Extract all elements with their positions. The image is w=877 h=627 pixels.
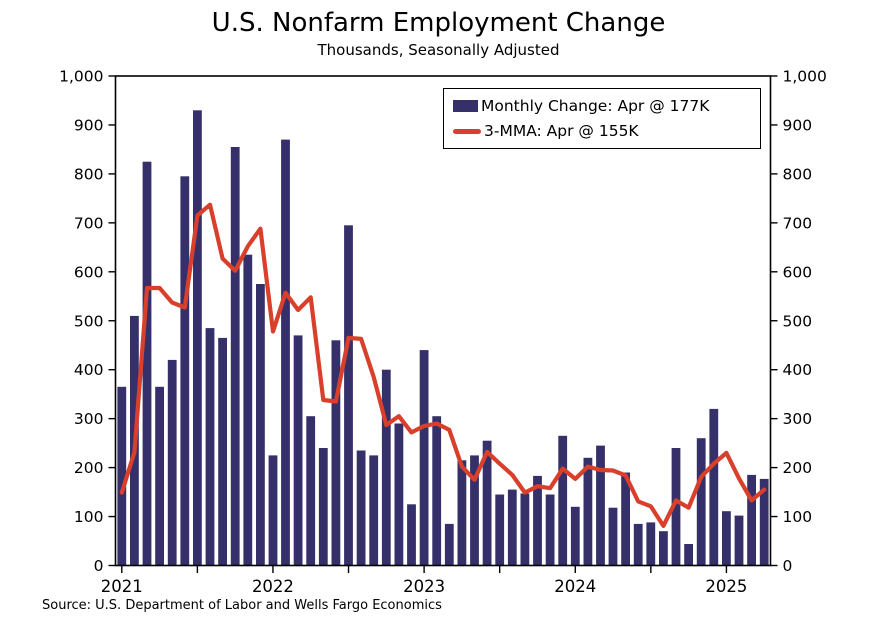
bar-may-2022 xyxy=(318,448,328,566)
bar-sep-2022 xyxy=(369,455,379,566)
bar-feb-2025 xyxy=(734,515,744,566)
bar-apr-2023 xyxy=(457,460,467,566)
bar-apr-2024 xyxy=(608,507,618,566)
y-axis-label-right: 600 xyxy=(783,263,813,281)
y-axis-label-right: 100 xyxy=(783,508,813,526)
bar-nov-2021 xyxy=(243,254,253,566)
bar-oct-2024 xyxy=(684,544,693,566)
bar-dec-2021 xyxy=(256,284,265,566)
y-axis-label-right: 800 xyxy=(783,165,813,183)
chart-subtitle: Thousands, Seasonally Adjusted xyxy=(317,41,560,59)
y-axis-label-right: 300 xyxy=(783,410,813,428)
y-axis-label-left: 100 xyxy=(74,508,104,526)
bar-jan-2023 xyxy=(419,350,429,566)
bar-feb-2022 xyxy=(281,139,290,566)
bar-mar-2021 xyxy=(142,161,152,566)
trend-line-3mma xyxy=(119,202,767,529)
y-axis-label-left: 800 xyxy=(74,165,104,183)
y-axis-label-left: 500 xyxy=(74,312,104,330)
y-axis-label-left: 400 xyxy=(74,361,104,379)
bar-aug-2022 xyxy=(356,450,366,566)
bar-dec-2023 xyxy=(558,435,568,566)
y-axis-label-right: 900 xyxy=(783,116,813,134)
x-year-label-2024: 2024 xyxy=(554,577,596,596)
bar-jan-2021 xyxy=(117,386,127,566)
bar-mar-2022 xyxy=(293,335,303,566)
bar-feb-2024 xyxy=(583,457,593,566)
bar-sep-2021 xyxy=(218,337,227,566)
bar-jul-2024 xyxy=(646,522,656,566)
y-axis-label-left: 600 xyxy=(74,263,104,281)
bar-may-2023 xyxy=(470,455,479,566)
bar-jul-2021 xyxy=(193,110,202,566)
legend-row-monthly-change: Monthly Change: Apr @ 177K xyxy=(453,97,760,115)
bar-jun-2024 xyxy=(633,523,643,566)
y-axis-label-left: 900 xyxy=(74,116,104,134)
chart-title: U.S. Nonfarm Employment Change xyxy=(211,8,666,38)
y-axis-label-right: 700 xyxy=(783,214,813,232)
y-axis-label-right: 400 xyxy=(783,361,813,379)
bar-aug-2024 xyxy=(659,531,668,566)
bar-jun-2021 xyxy=(180,176,190,566)
line-series-label: 3-MMA: Apr @ 155K xyxy=(484,122,639,141)
bar-jul-2022 xyxy=(344,225,353,566)
bar-jun-2023 xyxy=(482,440,492,566)
y-axis-label-right: 1,000 xyxy=(783,68,827,86)
bar-jul-2023 xyxy=(495,494,505,566)
bar-feb-2023 xyxy=(432,416,442,566)
x-year-label-2021: 2021 xyxy=(101,577,143,596)
x-year-label-2022: 2022 xyxy=(252,577,294,596)
bar-oct-2021 xyxy=(230,147,240,566)
bar-mar-2023 xyxy=(444,523,454,566)
bar-sep-2024 xyxy=(671,448,681,566)
bar-apr-2025 xyxy=(759,478,769,566)
bar-nov-2022 xyxy=(394,423,404,566)
y-axis-label-left: 1,000 xyxy=(59,68,103,86)
bar-jan-2024 xyxy=(570,506,580,566)
bar-jun-2022 xyxy=(331,340,341,566)
y-axis-label-right: 200 xyxy=(783,459,813,477)
bar-mar-2025 xyxy=(747,474,756,566)
line-series-swatch xyxy=(453,128,481,134)
bar-dec-2022 xyxy=(407,504,416,566)
x-year-label-2023: 2023 xyxy=(403,577,445,596)
bar-oct-2022 xyxy=(381,369,391,566)
bar-aug-2023 xyxy=(507,489,517,566)
bar-may-2021 xyxy=(167,359,177,566)
bar-nov-2023 xyxy=(545,494,555,566)
bar-aug-2021 xyxy=(205,328,215,566)
y-axis-label-left: 0 xyxy=(94,557,104,575)
y-axis-label-right: 500 xyxy=(783,312,813,330)
bar-mar-2024 xyxy=(596,445,605,566)
bar-series-swatch xyxy=(453,99,478,112)
bar-oct-2023 xyxy=(533,475,542,566)
legend-row-3mma: 3-MMA: Apr @ 155K xyxy=(453,122,760,140)
bar-jan-2022 xyxy=(268,455,278,566)
bar-apr-2022 xyxy=(306,416,316,566)
y-axis-label-left: 200 xyxy=(74,459,104,477)
y-axis-label-left: 700 xyxy=(74,214,104,232)
source-note: Source: U.S. Department of Labor and Wel… xyxy=(42,598,442,613)
y-axis-label-right: 0 xyxy=(783,557,793,575)
bar-may-2024 xyxy=(621,472,630,566)
chart-legend: Monthly Change: Apr @ 177K 3-MMA: Apr @ … xyxy=(443,88,761,149)
x-year-label-2025: 2025 xyxy=(705,577,747,596)
bar-dec-2024 xyxy=(709,408,719,566)
bar-series-label: Monthly Change: Apr @ 177K xyxy=(481,96,710,115)
y-axis-label-left: 300 xyxy=(74,410,104,428)
bar-nov-2024 xyxy=(696,438,706,566)
bar-apr-2021 xyxy=(155,386,164,566)
bar-jan-2025 xyxy=(722,511,731,566)
bar-sep-2023 xyxy=(520,493,530,566)
